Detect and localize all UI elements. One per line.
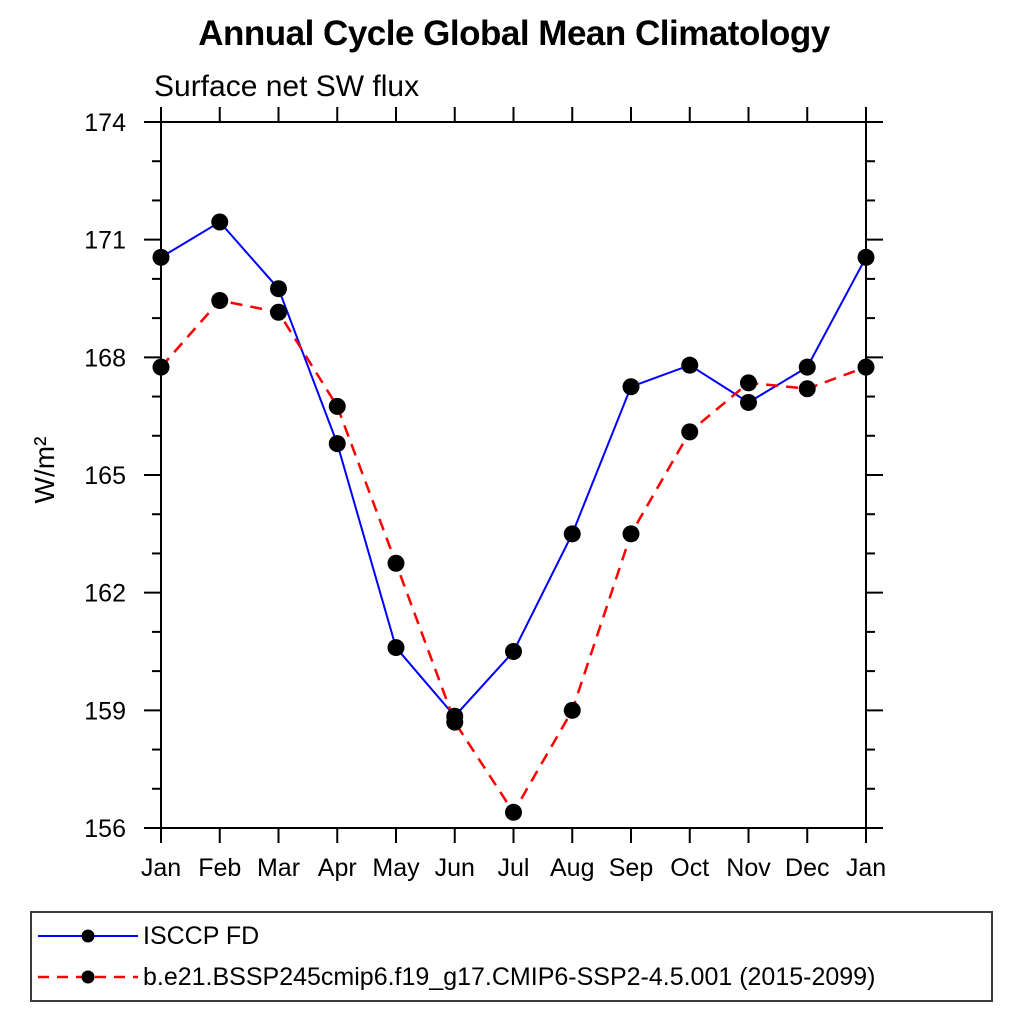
data-point-marker — [152, 358, 170, 376]
data-point-marker — [681, 356, 699, 374]
data-point-marker — [563, 701, 581, 719]
data-point-marker — [328, 435, 346, 453]
data-point-marker — [211, 291, 229, 309]
x-tick-label: Feb — [198, 854, 241, 882]
data-point-marker — [505, 803, 522, 821]
y-tick-label: 162 — [84, 580, 126, 608]
y-tick-label: 159 — [84, 697, 126, 725]
y-tick-label: 168 — [84, 344, 126, 372]
series-line-model — [160, 299, 867, 815]
x-tick-label: Jan — [846, 854, 886, 882]
data-point-marker — [857, 248, 875, 266]
y-tick-label: 156 — [84, 815, 126, 843]
x-tick-label: Nov — [726, 854, 771, 882]
legend-label-isccp-fd: ISCCP FD — [143, 921, 260, 950]
x-tick-label: Dec — [785, 854, 829, 882]
x-tick-label: Oct — [670, 854, 709, 882]
legend-solid-line-sample — [38, 929, 138, 943]
x-tick-label: Jan — [141, 854, 181, 882]
series-line-isccp-fd — [160, 220, 867, 718]
chart-title: Annual Cycle Global Mean Climatology — [198, 14, 830, 53]
data-point-marker — [622, 378, 640, 396]
data-point-marker — [270, 280, 287, 298]
data-point-marker — [563, 525, 581, 543]
x-tick-label: Jul — [498, 854, 530, 882]
legend-label-model: b.e21.BSSP245cmip6.f19_g17.CMIP6-SSP2-4.… — [143, 962, 876, 991]
x-tick-label: May — [372, 854, 420, 882]
data-point-marker — [622, 525, 640, 543]
y-tick-label: 174 — [84, 109, 126, 137]
legend-marker-icon — [81, 929, 95, 943]
x-tick-label: Apr — [318, 854, 357, 882]
chart-subtitle: Surface net SW flux — [154, 70, 420, 103]
plot-frame — [160, 121, 867, 829]
data-point-marker — [328, 397, 346, 415]
x-tick-label: Jun — [435, 854, 475, 882]
data-point-marker — [387, 639, 405, 657]
legend-item-model: b.e21.BSSP245cmip6.f19_g17.CMIP6-SSP2-4.… — [36, 957, 991, 998]
data-point-marker — [857, 358, 875, 376]
legend-marker-icon — [81, 970, 95, 984]
data-point-marker — [270, 303, 287, 321]
data-point-marker — [446, 713, 464, 731]
legend-box: ISCCP FD b.e21.BSSP245cmip6.f19_g17.CMIP… — [30, 911, 993, 1002]
legend-item-isccp-fd: ISCCP FD — [36, 916, 991, 957]
y-tick-label: 171 — [84, 227, 126, 255]
data-point-marker — [211, 213, 229, 231]
data-point-marker — [740, 393, 757, 411]
data-point-marker — [505, 643, 522, 660]
data-point-marker — [152, 248, 170, 266]
x-tick-label: Sep — [609, 854, 653, 882]
data-point-marker — [740, 374, 757, 392]
data-point-marker — [387, 554, 405, 572]
x-tick-label: Aug — [550, 854, 594, 882]
y-tick-label: 165 — [84, 462, 126, 490]
data-point-marker — [681, 423, 699, 441]
data-point-marker — [798, 380, 816, 398]
x-tick-label: Mar — [257, 854, 300, 882]
legend-dashed-line-sample — [38, 970, 138, 984]
data-point-marker — [798, 358, 816, 376]
